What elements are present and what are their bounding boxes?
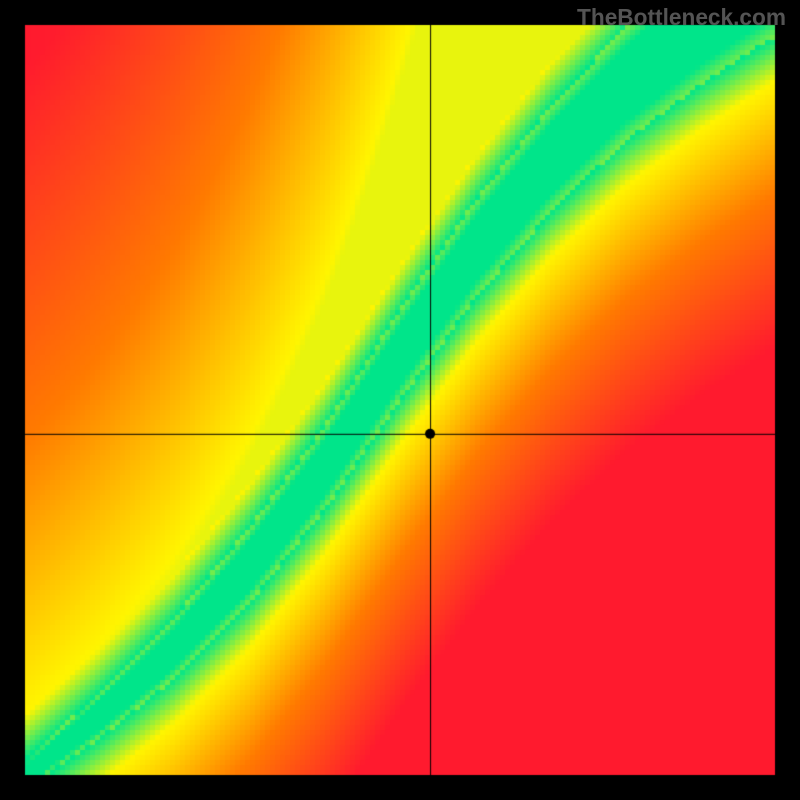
chart-root: TheBottleneck.com (0, 0, 800, 800)
heatmap-canvas (0, 0, 800, 800)
